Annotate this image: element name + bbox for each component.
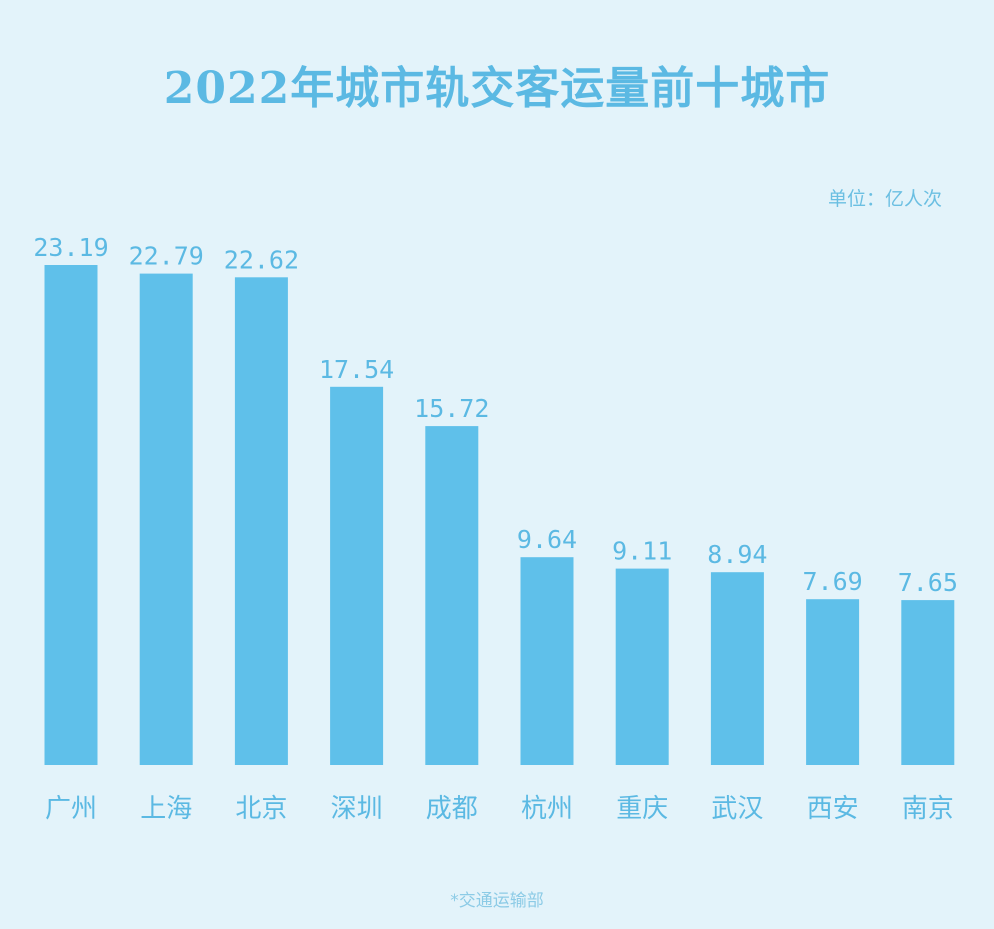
bar-西安 <box>806 599 860 765</box>
category-label: 西安 <box>807 794 859 824</box>
bar-上海 <box>139 273 193 765</box>
value-label: 7.69 <box>802 567 862 596</box>
category-label: 上海 <box>140 794 192 824</box>
category-label: 重庆 <box>616 794 668 824</box>
category-label: 北京 <box>235 794 287 824</box>
value-label: 8.94 <box>707 540 767 569</box>
value-label: 15.72 <box>414 394 489 423</box>
unit-label: 单位：亿人次 <box>827 188 942 210</box>
bar-广州 <box>44 265 98 765</box>
source-note: *交通运输部 <box>450 891 544 911</box>
value-label: 7.65 <box>898 568 958 597</box>
bar-深圳 <box>330 386 384 765</box>
value-label: 9.11 <box>612 537 672 566</box>
bar-北京 <box>234 277 288 765</box>
category-label: 深圳 <box>331 794 383 824</box>
bar-重庆 <box>615 568 669 765</box>
category-label: 南京 <box>902 794 954 824</box>
value-label: 17.54 <box>319 355 394 384</box>
category-label: 成都 <box>426 794 478 824</box>
category-label: 杭州 <box>521 794 573 824</box>
chart-title: 2022年城市轨交客运量前十城市 <box>163 63 831 114</box>
category-label: 广州 <box>45 794 97 824</box>
bar-成都 <box>425 426 479 765</box>
bar-南京 <box>901 600 955 765</box>
value-label: 22.79 <box>129 242 204 271</box>
bar-杭州 <box>520 557 574 765</box>
bar-武汉 <box>710 572 764 765</box>
value-label: 23.19 <box>33 233 108 262</box>
value-label: 22.62 <box>224 245 299 274</box>
value-label: 9.64 <box>517 525 577 554</box>
category-label: 武汉 <box>711 794 763 824</box>
